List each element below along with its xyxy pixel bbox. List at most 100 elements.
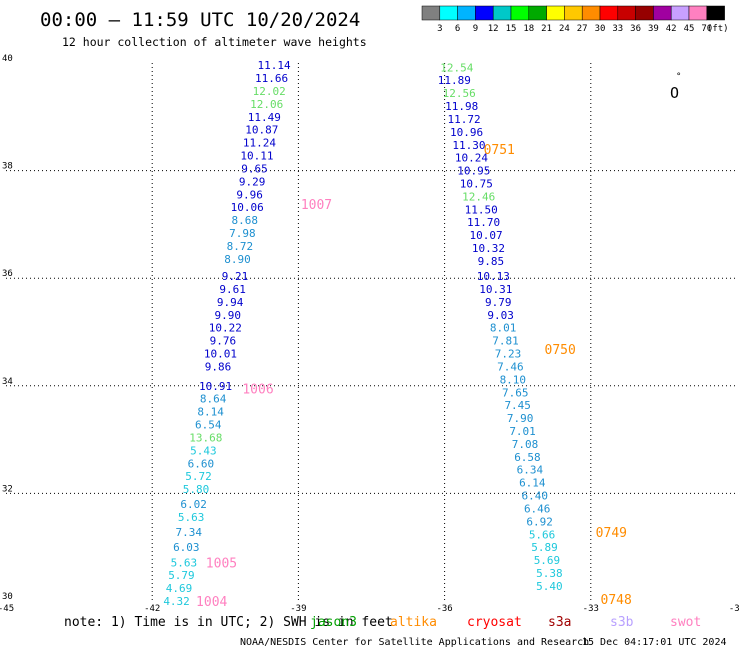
y-tick-label: 36 [2,269,13,279]
colorbar-label: 18 [523,24,534,34]
legend-jason3: jason3 [310,615,357,630]
swh-value: 12.06 [250,98,283,111]
swh-value: 12.56 [443,87,476,100]
swh-value: 10.13 [477,270,510,283]
swh-value: 12.54 [440,61,473,74]
colorbar-label: 45 [684,24,695,34]
swh-value: 8.10 [500,373,527,386]
colorbar-label: 9 [473,24,478,34]
swh-value: 9.21 [222,270,249,283]
swh-value: 4.69 [166,582,193,595]
swh-value: 9.65 [241,162,268,175]
colorbar-swatch [617,5,636,21]
swh-value: 9.85 [478,255,505,268]
colorbar-label: 12 [488,24,499,34]
y-tick-label: 30 [2,592,13,602]
swh-value: 7.81 [492,335,519,348]
swh-value: 10.32 [472,242,505,255]
swh-value: 10.75 [460,178,493,191]
swh-value: 11.66 [255,72,288,85]
time-label: 1005 [206,556,237,571]
swh-value: 10.24 [455,152,488,165]
y-tick-label: 32 [2,484,13,494]
swh-value: 10.31 [479,283,512,296]
swh-value: 7.65 [502,386,529,399]
y-tick-label: 38 [2,162,13,172]
swh-value: 8.64 [200,393,227,406]
swh-value: 12.02 [253,85,286,98]
time-label: 1007 [301,198,332,213]
colorbar-swatch [706,5,725,21]
colorbar-swatch [421,5,441,21]
swh-value: 11.72 [448,113,481,126]
colorbar-label: 70 [701,24,712,34]
chart-subtitle: 12 hour collection of altimeter wave hei… [62,35,367,49]
colorbar-label: 15 [506,24,517,34]
swh-value: 5.69 [534,554,561,567]
swh-value: 10.95 [457,165,490,178]
time-label: 0748 [601,593,632,608]
colorbar-swatch [546,5,565,21]
satellite-legend: jason3 altika cryosat s3a s3b swot [310,615,701,630]
swh-value: 11.98 [445,100,478,113]
swh-value: 7.01 [509,425,536,438]
swh-value: 7.90 [507,412,534,425]
swh-value: 11.14 [257,59,290,72]
colorbar-swatch [439,5,458,21]
swh-value: 10.91 [199,380,232,393]
legend-s3b: s3b [610,615,634,630]
colorbar-label: 3 [437,24,442,34]
time-label: 1004 [196,595,227,610]
legend-cryosat: cryosat [467,615,522,630]
swh-value: 9.86 [205,360,232,373]
swh-value: 9.96 [236,188,263,201]
swh-value: 6.92 [526,515,553,528]
swh-value: 7.45 [504,399,531,412]
swh-value: 7.23 [495,348,522,361]
colorbar-label: 30 [595,24,606,34]
marker-degree-glyph: ° [676,72,681,82]
y-tick-label: 34 [2,377,13,387]
swh-value: 6.03 [173,541,200,554]
colorbar-swatch [688,5,708,21]
swh-value: 9.29 [239,175,266,188]
marker-o: O [670,84,679,102]
swh-value: 6.34 [517,464,544,477]
colorbar-label: 33 [612,24,623,34]
colorbar-swatch [670,5,690,21]
swh-value: 5.66 [529,528,556,541]
swh-value: 7.08 [512,438,539,451]
swh-value: 10.06 [231,201,264,214]
swh-value: 11.50 [465,203,498,216]
swh-value: 8.01 [490,322,517,335]
swh-value: 9.79 [485,296,512,309]
colorbar-swatch [492,5,512,21]
swh-value: 9.76 [210,335,237,348]
swh-value: 5.63 [178,511,205,524]
x-tick-label: -30 [729,604,740,614]
swh-value: 5.63 [171,556,198,569]
colorbar-swatch [635,5,654,21]
swh-value: 9.03 [487,309,514,322]
swh-value: 10.01 [204,348,237,361]
data-points: 11.1411.6612.0212.0611.4910.8711.2410.11… [163,59,562,608]
swh-value: 8.72 [227,240,254,253]
colorbar-label: 6 [455,24,460,34]
legend-s3a: s3a [548,615,571,630]
footer-credit: NOAA/NESDIS Center for Satellite Applica… [240,637,589,648]
swh-value: 6.54 [195,419,222,432]
x-tick-label: -42 [144,604,160,614]
swh-value: 13.68 [189,431,222,444]
swh-value: 11.70 [467,216,500,229]
colorbar-swatch [564,5,583,21]
colorbar: 3 6 9 12 15 18 21 24 27 30 33 36 39 42 45 70(ft) [421,5,729,34]
swh-value: 4.32 [163,595,190,608]
swh-value: 5.43 [190,444,217,457]
swh-value: 5.72 [185,470,212,483]
colorbar-swatch [581,5,601,21]
swh-value: 10.07 [469,229,502,242]
grid [6,63,737,601]
swh-value: 8.90 [224,253,251,266]
x-tick-label: -36 [436,604,452,614]
swh-value: 10.96 [450,126,483,139]
